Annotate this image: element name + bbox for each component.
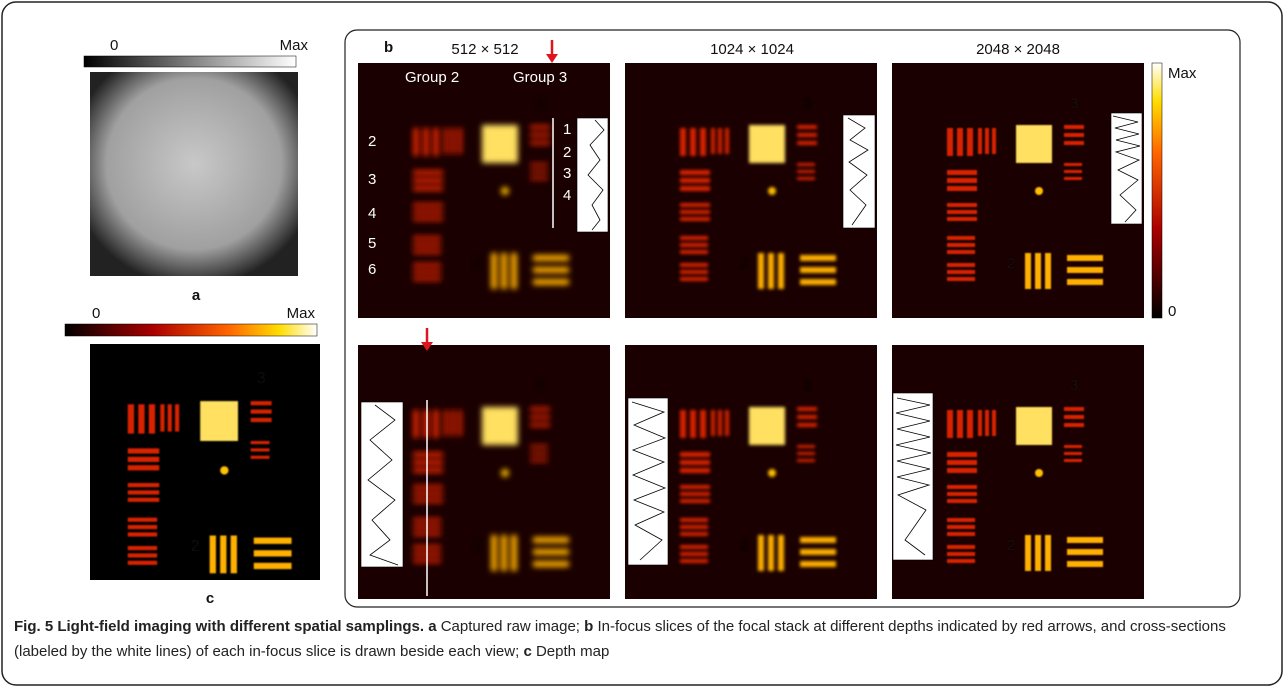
panel-label: a (192, 287, 201, 304)
element-label: 4 (368, 205, 376, 222)
colorbar (65, 324, 317, 336)
column-title: 1024 × 1024 (710, 41, 794, 58)
caption-label: c (523, 643, 531, 660)
group-label: Group 2 (405, 69, 459, 86)
caption-text: Captured raw image; (437, 618, 585, 635)
element-label: 1 (563, 121, 571, 138)
column-title: 2048 × 2048 (976, 41, 1060, 58)
colorbar-min: 0 (110, 37, 118, 54)
figure: 2 3 0 Max a 0 Max c b 512 × 512 1024 × 1… (0, 0, 1284, 687)
page: 2 3 0 Max a 0 Max c b 512 × 512 1024 × 1… (0, 0, 1284, 687)
element-label: 3 (563, 165, 571, 182)
element-label: 5 (368, 235, 376, 252)
colorbar-max: Max (280, 37, 309, 54)
caption-label: b (584, 618, 593, 635)
colorbar-max: Max (287, 305, 316, 322)
raw-image (90, 72, 298, 276)
panel-label: b (384, 39, 393, 56)
colorbar-min: 0 (92, 305, 100, 322)
element-label: 6 (368, 261, 376, 278)
caption-text: Depth map (532, 643, 610, 660)
slice-images (358, 63, 1144, 599)
caption-label: a (428, 618, 436, 635)
element-label: 2 (368, 133, 376, 150)
panel-label: c (206, 590, 214, 607)
colorbar (1152, 63, 1162, 318)
depth-map (90, 344, 320, 580)
colorbar (84, 56, 296, 67)
group-label: Group 3 (513, 69, 567, 86)
element-label: 2 (563, 144, 571, 161)
colorbar-max: Max (1168, 65, 1197, 82)
element-label: 3 (368, 171, 376, 188)
element-label: 4 (563, 187, 571, 204)
colorbar-min: 0 (1168, 303, 1176, 320)
caption: Fig. 5 Light-field imaging with differen… (14, 614, 1274, 664)
caption-title: Fig. 5 Light-field imaging with differen… (14, 618, 424, 635)
column-title: 512 × 512 (451, 41, 518, 58)
